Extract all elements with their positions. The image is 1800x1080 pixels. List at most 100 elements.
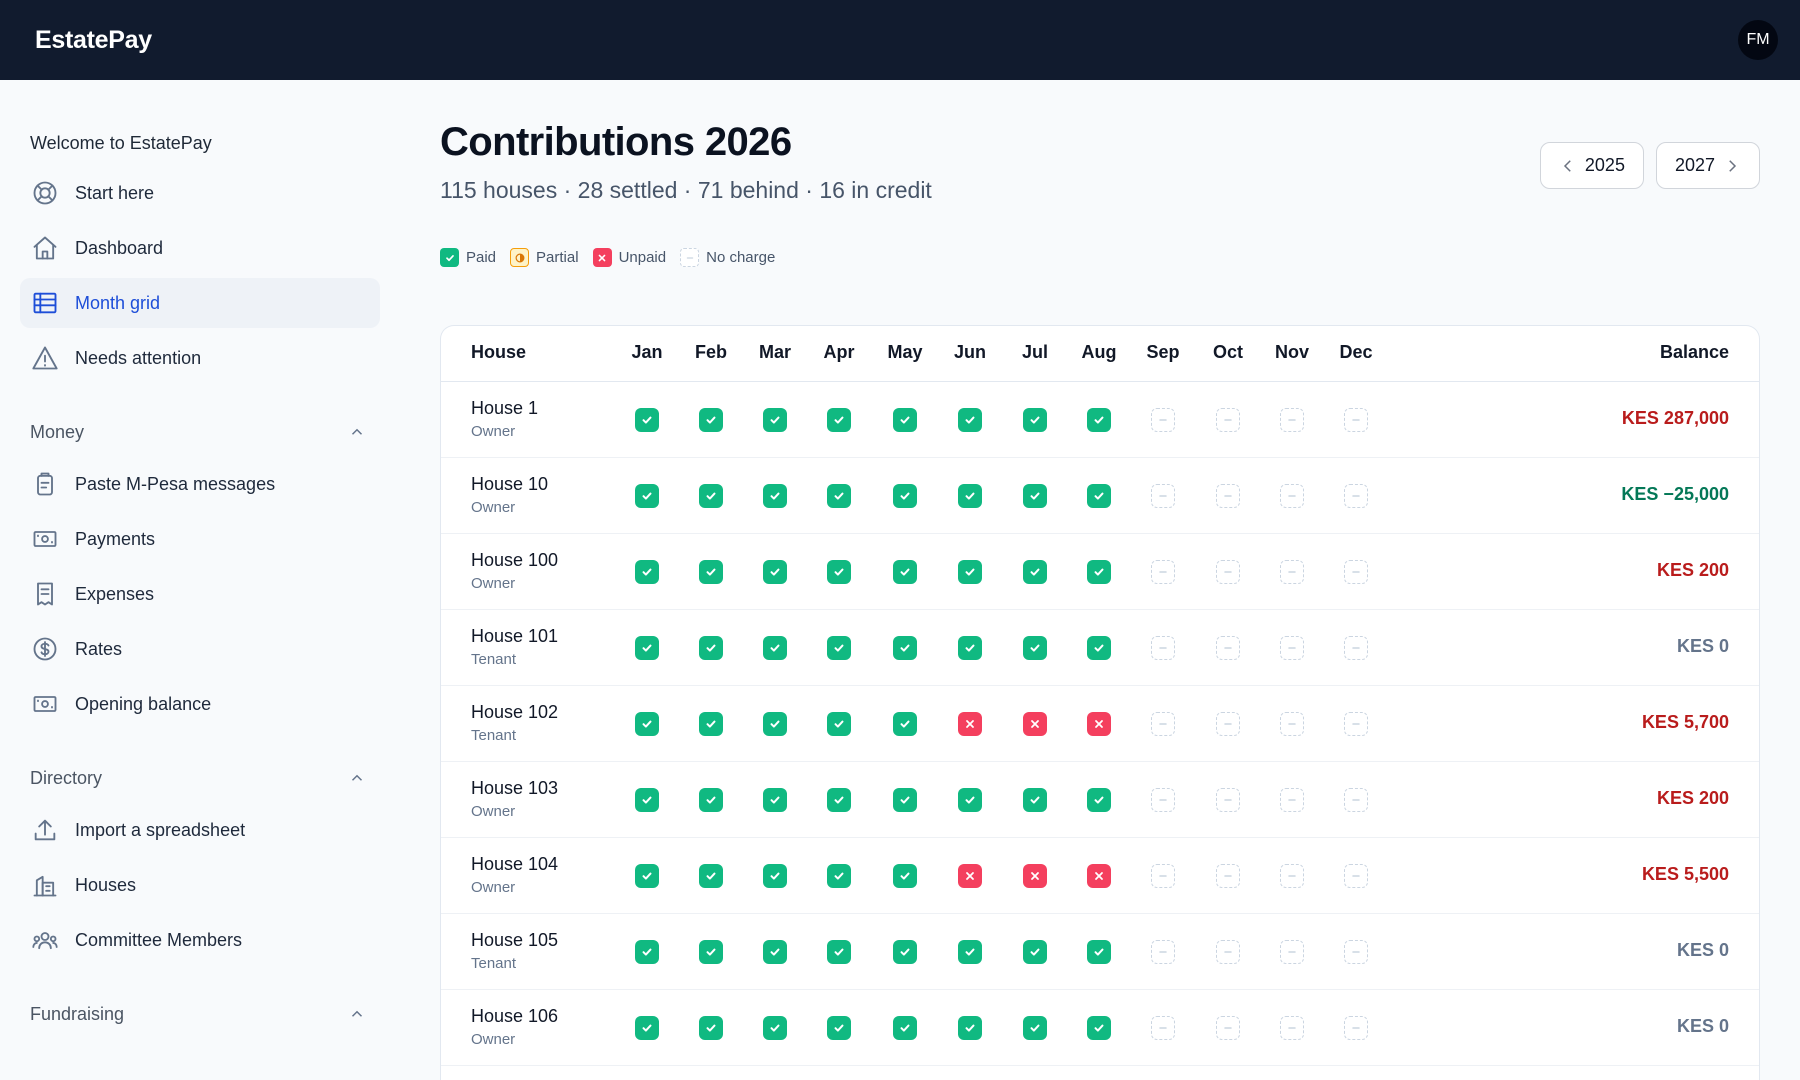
status-cell-no-charge[interactable]	[1216, 408, 1240, 432]
status-cell-paid[interactable]	[958, 408, 982, 432]
sidebar-item-rates[interactable]: Rates	[20, 624, 380, 674]
status-cell-no-charge[interactable]	[1344, 1016, 1368, 1040]
house-name[interactable]: House 10	[471, 474, 549, 494]
status-cell-paid[interactable]	[699, 864, 723, 888]
status-cell-paid[interactable]	[763, 940, 787, 964]
status-cell-no-charge[interactable]	[1344, 560, 1368, 584]
status-cell-paid[interactable]	[699, 408, 723, 432]
status-cell-no-charge[interactable]	[1151, 560, 1175, 584]
status-cell-paid[interactable]	[763, 712, 787, 736]
status-cell-paid[interactable]	[635, 1016, 659, 1040]
section-toggle-directory[interactable]: Directory	[30, 765, 370, 791]
status-cell-no-charge[interactable]	[1216, 788, 1240, 812]
status-cell-paid[interactable]	[635, 864, 659, 888]
status-cell-paid[interactable]	[893, 484, 917, 508]
status-cell-no-charge[interactable]	[1344, 864, 1368, 888]
status-cell-paid[interactable]	[958, 940, 982, 964]
status-cell-paid[interactable]	[635, 712, 659, 736]
status-cell-no-charge[interactable]	[1151, 864, 1175, 888]
status-cell-paid[interactable]	[1023, 636, 1047, 660]
status-cell-paid[interactable]	[699, 788, 723, 812]
status-cell-paid[interactable]	[827, 408, 851, 432]
sidebar-item-expenses[interactable]: Expenses	[20, 569, 380, 619]
status-cell-paid[interactable]	[893, 940, 917, 964]
table-row[interactable]: House 104 Owner KES 5,500	[441, 838, 1759, 914]
status-cell-paid[interactable]	[763, 788, 787, 812]
status-cell-paid[interactable]	[958, 1016, 982, 1040]
sidebar-item-committee-members[interactable]: Committee Members	[20, 915, 380, 965]
sidebar-item-payments[interactable]: Payments	[20, 514, 380, 564]
status-cell-unpaid[interactable]	[958, 864, 982, 888]
sidebar-item-dashboard[interactable]: Dashboard	[20, 223, 380, 273]
status-cell-paid[interactable]	[958, 560, 982, 584]
status-cell-paid[interactable]	[635, 484, 659, 508]
status-cell-no-charge[interactable]	[1344, 484, 1368, 508]
status-cell-paid[interactable]	[635, 940, 659, 964]
status-cell-no-charge[interactable]	[1216, 864, 1240, 888]
status-cell-no-charge[interactable]	[1216, 712, 1240, 736]
brand-logo[interactable]: EstatePay	[35, 25, 152, 54]
sidebar-item-import-a-spreadsheet[interactable]: Import a spreadsheet	[20, 805, 380, 855]
status-cell-paid[interactable]	[635, 788, 659, 812]
status-cell-paid[interactable]	[893, 560, 917, 584]
prev-year-button[interactable]: 2025	[1539, 142, 1644, 189]
status-cell-paid[interactable]	[893, 712, 917, 736]
status-cell-paid[interactable]	[699, 712, 723, 736]
status-cell-paid[interactable]	[893, 636, 917, 660]
status-cell-paid[interactable]	[827, 560, 851, 584]
status-cell-paid[interactable]	[1087, 788, 1111, 812]
status-cell-no-charge[interactable]	[1151, 940, 1175, 964]
status-cell-no-charge[interactable]	[1216, 636, 1240, 660]
table-row[interactable]: House 101 Tenant KES 0	[441, 610, 1759, 686]
table-row[interactable]: House 1 Owner KES 287,000	[441, 382, 1759, 458]
status-cell-paid[interactable]	[893, 864, 917, 888]
status-cell-paid[interactable]	[763, 484, 787, 508]
status-cell-no-charge[interactable]	[1344, 940, 1368, 964]
status-cell-paid[interactable]	[827, 636, 851, 660]
table-row[interactable]: House 10 Owner KES −25,000	[441, 458, 1759, 534]
sidebar-item-paste-m-pesa-messages[interactable]: Paste M-Pesa messages	[20, 459, 380, 509]
status-cell-paid[interactable]	[1087, 560, 1111, 584]
status-cell-no-charge[interactable]	[1344, 636, 1368, 660]
status-cell-paid[interactable]	[699, 484, 723, 508]
status-cell-no-charge[interactable]	[1280, 408, 1304, 432]
status-cell-no-charge[interactable]	[1216, 484, 1240, 508]
sidebar-item-month-grid[interactable]: Month grid	[20, 278, 380, 328]
status-cell-paid[interactable]	[827, 788, 851, 812]
house-name[interactable]: House 104	[471, 854, 559, 874]
sidebar-item-needs-attention[interactable]: Needs attention	[20, 333, 380, 383]
table-row[interactable]: House 102 Tenant KES 5,700	[441, 686, 1759, 762]
house-name[interactable]: House 1	[471, 398, 539, 418]
status-cell-unpaid[interactable]	[1023, 864, 1047, 888]
status-cell-no-charge[interactable]	[1280, 712, 1304, 736]
status-cell-no-charge[interactable]	[1151, 408, 1175, 432]
status-cell-paid[interactable]	[763, 1016, 787, 1040]
status-cell-no-charge[interactable]	[1216, 560, 1240, 584]
status-cell-paid[interactable]	[763, 864, 787, 888]
next-year-button[interactable]: 2027	[1655, 142, 1760, 189]
user-avatar[interactable]: FM	[1738, 20, 1778, 60]
status-cell-no-charge[interactable]	[1151, 712, 1175, 736]
status-cell-unpaid[interactable]	[1087, 864, 1111, 888]
status-cell-paid[interactable]	[893, 1016, 917, 1040]
status-cell-paid[interactable]	[763, 560, 787, 584]
status-cell-paid[interactable]	[1087, 484, 1111, 508]
status-cell-no-charge[interactable]	[1280, 484, 1304, 508]
status-cell-paid[interactable]	[893, 788, 917, 812]
status-cell-paid[interactable]	[699, 636, 723, 660]
status-cell-paid[interactable]	[958, 636, 982, 660]
status-cell-no-charge[interactable]	[1151, 636, 1175, 660]
house-name[interactable]: House 101	[471, 626, 559, 646]
sidebar-item-start-here[interactable]: Start here	[20, 168, 380, 218]
table-row[interactable]: House 100 Owner KES 200	[441, 534, 1759, 610]
section-toggle-money[interactable]: Money	[30, 419, 370, 445]
status-cell-no-charge[interactable]	[1151, 484, 1175, 508]
status-cell-paid[interactable]	[763, 636, 787, 660]
status-cell-no-charge[interactable]	[1344, 408, 1368, 432]
house-name[interactable]: House 103	[471, 778, 559, 798]
status-cell-paid[interactable]	[827, 484, 851, 508]
status-cell-no-charge[interactable]	[1344, 788, 1368, 812]
status-cell-no-charge[interactable]	[1280, 1016, 1304, 1040]
status-cell-paid[interactable]	[958, 788, 982, 812]
status-cell-no-charge[interactable]	[1151, 1016, 1175, 1040]
